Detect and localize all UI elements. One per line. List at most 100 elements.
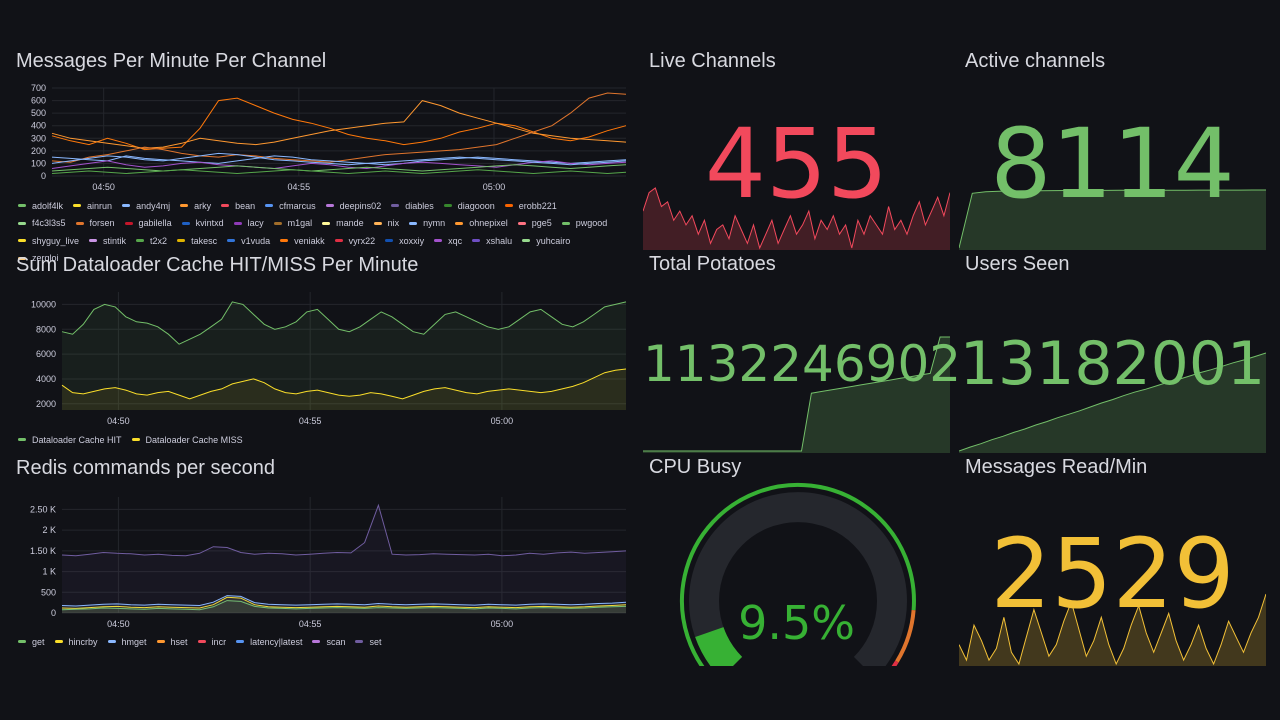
legend-item[interactable]: ainrun: [73, 198, 112, 214]
legend-item[interactable]: Dataloader Cache HIT: [18, 432, 122, 448]
legend-item[interactable]: zerqloi: [18, 250, 59, 266]
chart-legend: Dataloader Cache HIT Dataloader Cache MIS…: [18, 430, 618, 448]
legend-item[interactable]: hset: [156, 634, 188, 650]
legend-swatch: [18, 221, 26, 225]
legend-item[interactable]: erobb221: [504, 198, 557, 214]
messages-read-sparkline: [959, 593, 1266, 666]
legend-item[interactable]: xoxxiy: [385, 233, 424, 249]
series-line-Dataloader Cache MISS: [61, 368, 627, 400]
legend-swatch: [18, 239, 26, 242]
legend-item[interactable]: shyguy_live: [18, 233, 79, 249]
legend-item[interactable]: xqc: [434, 233, 462, 249]
panel-title[interactable]: Messages Per Minute Per Channel: [16, 50, 327, 72]
legend-item[interactable]: diables: [391, 198, 434, 214]
legend-item[interactable]: bean: [221, 198, 255, 214]
legend-item[interactable]: forsen: [75, 215, 115, 231]
legend-item[interactable]: arky: [180, 198, 211, 214]
legend-item[interactable]: mande: [322, 215, 364, 231]
messages-line-chart[interactable]: 700 600 500 400 300 200 100 0 04:50 04:55 05:00: [16, 84, 628, 194]
legend-item[interactable]: hincrby: [54, 634, 98, 650]
series-line-t2x2: [51, 169, 627, 175]
legend-swatch: [177, 239, 186, 242]
legend-item[interactable]: kvintxd: [181, 215, 224, 231]
y-tick-label: 6000: [36, 349, 56, 359]
legend-swatch: [517, 221, 526, 225]
series-area: [62, 301, 626, 410]
legend-item[interactable]: stintik: [89, 233, 126, 249]
legend-swatch: [322, 221, 331, 225]
series-line-nymn: [51, 152, 627, 166]
legend-swatch: [312, 640, 321, 643]
legend-item[interactable]: vyrx22: [334, 233, 375, 249]
legend-swatch: [504, 204, 513, 207]
legend-swatch: [18, 204, 26, 207]
sparkline-line: [959, 189, 1266, 249]
legend-item[interactable]: pwgood: [561, 215, 607, 231]
legend-item[interactable]: diagooon: [443, 198, 495, 214]
panel-title[interactable]: Total Potatoes: [649, 253, 776, 275]
legend-swatch: [265, 204, 274, 207]
legend-item[interactable]: xshalu: [472, 233, 512, 249]
legend-label: set: [369, 636, 382, 647]
legend-item[interactable]: lacy: [233, 215, 264, 231]
legend-swatch: [181, 221, 190, 225]
y-tick-label: 10000: [31, 299, 56, 309]
legend-label: veniakk: [294, 235, 325, 246]
legend-item[interactable]: incr: [197, 634, 226, 650]
panel-dataloader-cache: Sum Dataloader Cache HIT/MISS Per Minute…: [16, 254, 628, 449]
legend-item[interactable]: ohnepixel: [455, 215, 508, 231]
legend-item[interactable]: m1gal: [273, 215, 312, 231]
legend-item[interactable]: adolf4lk: [18, 198, 63, 214]
legend-swatch: [180, 204, 189, 207]
legend-item[interactable]: nymn: [409, 215, 445, 231]
panel-title[interactable]: CPU Busy: [649, 456, 742, 478]
legend-label: nymn: [423, 218, 446, 228]
legend-item[interactable]: t2x2: [136, 233, 167, 249]
chart-legend: adolf4lk ainrun andy4mj arky bean cfmarcus dee…: [18, 196, 618, 266]
legend-item[interactable]: yuhcairo: [522, 233, 570, 249]
legend-label: f4c3l3s5: [32, 218, 66, 228]
legend-item[interactable]: set: [355, 634, 381, 650]
legend-item[interactable]: f4c3l3s5: [18, 215, 66, 231]
y-tick-label: 2.50 K: [30, 504, 56, 514]
legend-item[interactable]: nix: [373, 215, 399, 231]
x-tick-label: 05:00: [491, 416, 514, 426]
panel-title[interactable]: Redis commands per second: [16, 457, 276, 479]
legend-item[interactable]: andy4mj: [122, 198, 170, 214]
legend-swatch: [522, 239, 531, 242]
y-tick-label: 300: [31, 133, 46, 143]
panel-title[interactable]: Sum Dataloader Cache HIT/MISS Per Minute: [16, 254, 419, 276]
legend-item[interactable]: latency|latest: [236, 634, 302, 650]
legend-item[interactable]: pge5: [517, 215, 552, 231]
legend-swatch: [75, 221, 84, 225]
legend-item[interactable]: gabilella: [124, 215, 172, 231]
active-channels-value: 8114: [990, 108, 1235, 220]
legend-swatch: [455, 221, 464, 225]
legend-item[interactable]: scan: [312, 634, 345, 650]
legend-label: arky: [194, 200, 212, 211]
legend-item[interactable]: takesc: [177, 233, 217, 249]
panel-title[interactable]: Users Seen: [965, 253, 1070, 275]
panel-title[interactable]: Active channels: [965, 50, 1106, 72]
legend-item[interactable]: hmget: [107, 634, 147, 650]
legend-item[interactable]: get: [18, 634, 45, 650]
legend-item[interactable]: Dataloader Cache MISS: [131, 432, 243, 448]
y-tick-label: 500: [31, 108, 46, 118]
legend-swatch: [18, 256, 26, 260]
x-tick-label: 04:55: [288, 182, 311, 192]
redis-area-chart[interactable]: 2.50 K 2 K 1.50 K 1 K 500 0 04:50 04:55 05:00: [16, 493, 628, 631]
legend-item[interactable]: cfmarcus: [265, 198, 316, 214]
legend-item[interactable]: v1vuda: [227, 233, 270, 249]
y-tick-label: 2000: [36, 399, 56, 409]
panel-title[interactable]: Live Channels: [649, 50, 776, 72]
legend-swatch: [434, 239, 443, 242]
x-tick-label: 05:00: [491, 619, 514, 629]
legend-label: Dataloader Cache HIT: [32, 434, 122, 445]
legend-item[interactable]: deepins02: [325, 198, 381, 214]
legend-item[interactable]: veniakk: [280, 233, 325, 249]
series-line-Dataloader Cache HIT: [61, 301, 627, 345]
dataloader-area-chart[interactable]: 10000 8000 6000 4000 2000 04:50 04:55 05:00: [16, 288, 628, 428]
panel-title[interactable]: Messages Read/Min: [965, 456, 1148, 478]
legend-label: takesc: [191, 235, 218, 246]
legend-swatch: [124, 221, 133, 225]
